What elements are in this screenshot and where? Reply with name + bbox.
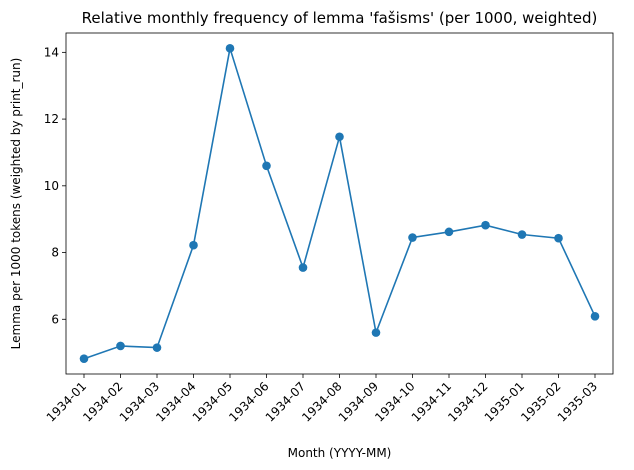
y-tick-label: 6 bbox=[51, 312, 59, 326]
data-point bbox=[189, 240, 198, 250]
x-axis-label: Month (YYYY-MM) bbox=[288, 446, 392, 460]
y-tick-label: 12 bbox=[44, 112, 59, 126]
data-point bbox=[517, 230, 527, 239]
data-point bbox=[262, 161, 271, 171]
data-point bbox=[554, 233, 563, 243]
data-point bbox=[408, 233, 417, 242]
data-point bbox=[335, 132, 344, 142]
y-tick-label: 10 bbox=[44, 179, 59, 193]
data-point bbox=[481, 220, 490, 230]
chart-title: Relative monthly frequency of lemma 'faš… bbox=[82, 9, 598, 27]
data-point bbox=[116, 341, 125, 351]
data-point bbox=[79, 354, 89, 363]
x-axis-ticks: 1934-011934-021934-031934-041934-051934-… bbox=[44, 374, 600, 425]
data-point bbox=[225, 44, 235, 53]
data-point bbox=[590, 311, 600, 321]
y-tick-label: 14 bbox=[44, 45, 59, 59]
series-line bbox=[83, 48, 596, 360]
data-point bbox=[371, 328, 381, 337]
y-axis-ticks: 6 8 10 12 14 bbox=[44, 45, 66, 326]
data-point bbox=[152, 343, 162, 352]
y-axis-label: Lemma per 1000 tokens (weighted by print… bbox=[9, 58, 23, 350]
data-point bbox=[444, 227, 454, 237]
data-markers bbox=[79, 44, 600, 363]
data-point bbox=[298, 263, 308, 272]
x-tick-label: 1935-03 bbox=[555, 379, 600, 424]
plot-frame bbox=[65, 32, 614, 375]
y-tick-label: 8 bbox=[51, 246, 59, 260]
